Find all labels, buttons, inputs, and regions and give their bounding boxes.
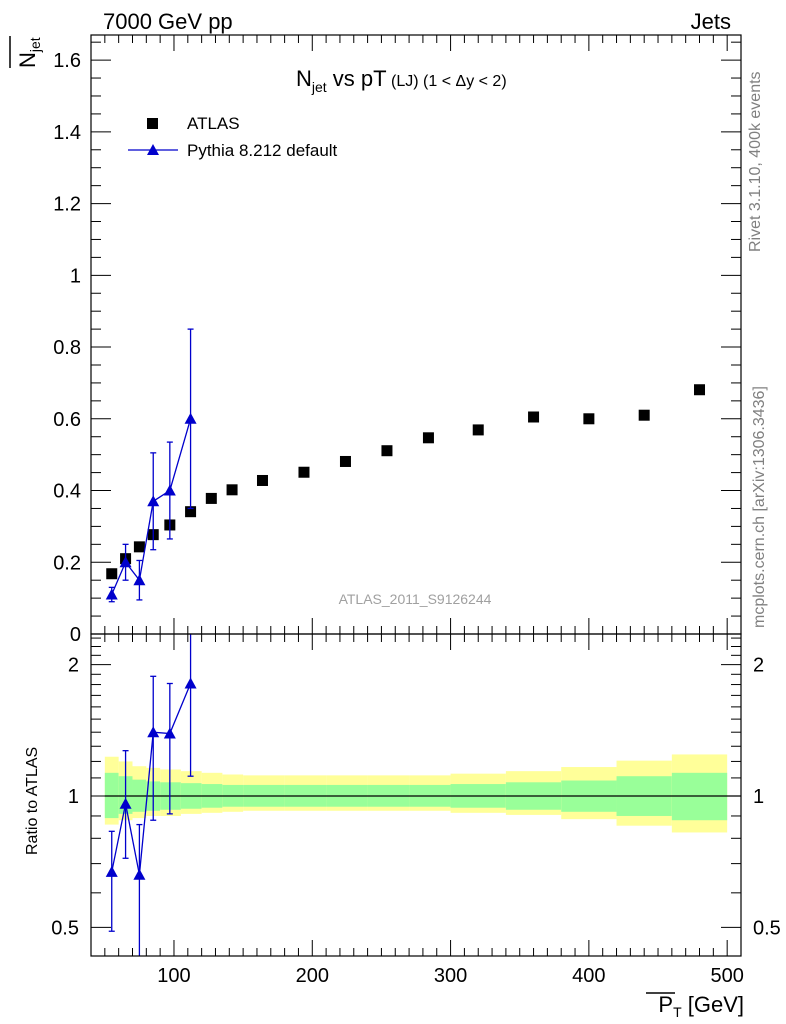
y-tick-label: 1	[70, 265, 81, 287]
atlas-point	[133, 541, 145, 553]
legend-atlas-marker	[147, 118, 158, 129]
legend-atlas-label: ATLAS	[187, 114, 240, 133]
mc-point	[119, 556, 132, 568]
atlas-point	[528, 411, 540, 423]
atlas-point	[638, 409, 650, 421]
y-tick-label: 0	[70, 624, 81, 646]
ratio-mc-point	[119, 797, 132, 809]
atlas-point	[205, 492, 217, 504]
x-tick-label: 100	[157, 965, 190, 987]
main-plot-area	[105, 328, 706, 603]
ratio-mc-point	[133, 868, 146, 880]
ratio-mc-point	[147, 726, 160, 738]
x-tick-label: 400	[572, 965, 605, 987]
ratio-mc-line	[111, 683, 192, 875]
mc-line	[111, 418, 192, 595]
atlas-point	[583, 413, 595, 425]
ratio-mc-point	[163, 727, 176, 739]
atlas-point	[106, 568, 118, 580]
atlas-point	[226, 484, 238, 496]
ratio-y-tick-label: 2	[68, 655, 79, 677]
y-tick-label: 0.2	[53, 552, 81, 574]
atlas-point	[185, 506, 197, 518]
main-panel: 0 0.2 0.4 0.6 0.8 1 1.2 1.4 1.6 Njet vs pT (LJ) …	[9, 34, 742, 646]
legend-mc-label: Pythia 8.212 default	[187, 141, 338, 160]
ratio-y-tick-label-right: 2	[753, 655, 764, 677]
x-tick-label: 200	[296, 965, 329, 987]
analysis-watermark: ATLAS_2011_S9126244	[339, 591, 492, 607]
mc-point	[184, 412, 197, 424]
x-axis-label: PT [GeV]	[658, 992, 744, 1020]
atlas-point	[339, 455, 351, 467]
atlas-point	[694, 384, 706, 396]
y-tick-label: 1.4	[53, 122, 81, 144]
atlas-point	[422, 432, 434, 444]
y-tick-label: 1.6	[53, 50, 81, 72]
ratio-panel: 0.5 0.5 1 1 2 2 100 200 300 400 500 Ratio to ATLAS…	[24, 633, 781, 1020]
ratio-y-label: Ratio to ATLAS	[24, 747, 41, 855]
mc-point	[133, 574, 146, 586]
ratio-y-tick-label: 1	[68, 786, 79, 808]
ratio-mc-point	[184, 677, 197, 689]
y-axis-label: Njet	[15, 37, 43, 68]
ratio-plot-area	[105, 634, 197, 956]
legend-mc-marker	[147, 144, 159, 155]
ratio-y-tick-label-right: 1	[753, 786, 764, 808]
mc-point	[163, 484, 176, 496]
ratio-uncertainty-bands	[104, 754, 741, 833]
mcplots-label: mcplots.cern.ch [arXiv:1306.3436]	[751, 386, 768, 628]
ratio-frame	[90, 633, 742, 957]
atlas-point	[381, 445, 393, 457]
y-tick-label: 1.2	[53, 194, 81, 216]
y-tick-label: 0.6	[53, 409, 81, 431]
y-tick-label: 0.8	[53, 337, 81, 359]
ratio-mc-point	[105, 865, 118, 877]
mc-point	[147, 495, 160, 507]
atlas-point	[472, 424, 484, 436]
legend: ATLAS Pythia 8.212 default	[128, 114, 338, 160]
x-tick-label: 500	[710, 965, 743, 987]
header-right: Jets	[691, 9, 731, 34]
rivet-label: Rivet 3.1.10, 400k events	[747, 71, 764, 252]
mc-point	[105, 588, 118, 600]
ratio-y-tick-label-right: 0.5	[753, 917, 781, 939]
atlas-point	[298, 466, 310, 478]
atlas-point	[256, 474, 268, 486]
main-axis-ticks: 0 0.2 0.4 0.6 0.8 1 1.2 1.4 1.6	[53, 35, 741, 646]
y-tick-label: 0.4	[53, 481, 81, 503]
chart-title: Njet vs pT (LJ) (1 < Δy < 2)	[296, 66, 507, 95]
ratio-y-tick-label: 0.5	[51, 917, 79, 939]
ratio-axis-ticks: 0.5 0.5 1 1 2 2 100 200 300 400 500	[51, 634, 781, 987]
x-tick-label: 300	[434, 965, 467, 987]
header-left: 7000 GeV pp	[103, 9, 233, 34]
